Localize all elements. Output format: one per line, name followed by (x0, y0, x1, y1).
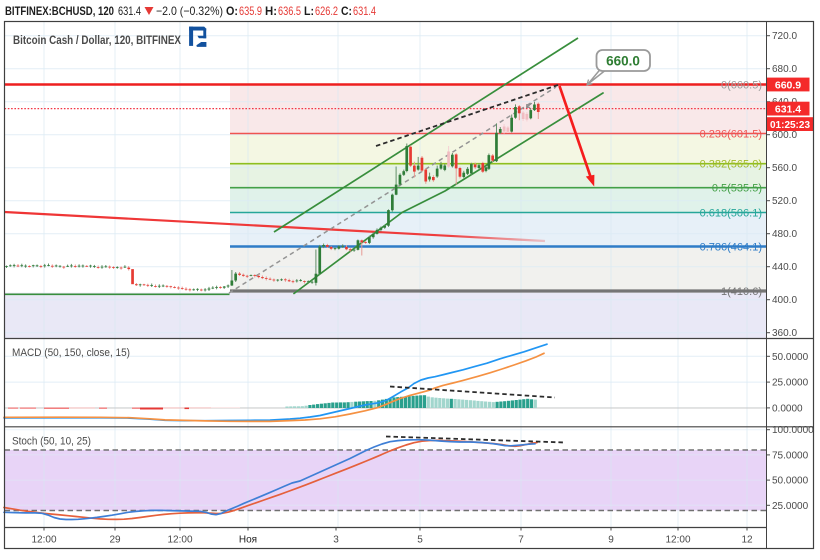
svg-text:0.236(601.5): 0.236(601.5) (700, 128, 762, 140)
svg-text:25.0000: 25.0000 (772, 378, 809, 389)
svg-text:BITFINEX:BCHUSD, 120: BITFINEX:BCHUSD, 120 (5, 4, 114, 18)
svg-text:Ноя: Ноя (239, 535, 257, 546)
svg-text:O:: O: (226, 4, 238, 18)
svg-text:−2.0 (−0.32%): −2.0 (−0.32%) (156, 4, 223, 18)
svg-text:0.0000: 0.0000 (772, 403, 803, 414)
svg-text:12:00: 12:00 (31, 535, 56, 546)
svg-text:50.0000: 50.0000 (772, 352, 809, 363)
svg-text:660.0: 660.0 (606, 54, 640, 69)
svg-text:635.9: 635.9 (239, 4, 262, 18)
svg-text:631.4: 631.4 (118, 4, 141, 18)
svg-text:720.0: 720.0 (772, 31, 797, 42)
svg-text:626.2: 626.2 (315, 4, 338, 18)
svg-text:600.0: 600.0 (772, 130, 797, 141)
svg-text:440.0: 440.0 (772, 262, 797, 273)
svg-text:560.0: 560.0 (772, 163, 797, 174)
svg-text:680.0: 680.0 (772, 64, 797, 75)
svg-text:0.786(464.1): 0.786(464.1) (700, 241, 762, 253)
svg-text:50.0000: 50.0000 (772, 476, 809, 487)
svg-text:MACD (50, 150, close, 15): MACD (50, 150, close, 15) (12, 347, 130, 359)
svg-text:5: 5 (417, 535, 423, 546)
svg-text:Bitcoin Cash / Dollar, 120, BI: Bitcoin Cash / Dollar, 120, BITFINEX (13, 35, 181, 47)
svg-text:9: 9 (608, 535, 614, 546)
svg-text:631.4: 631.4 (353, 4, 376, 18)
svg-text:1(410.6): 1(410.6) (721, 286, 762, 298)
svg-text:100.0000: 100.0000 (772, 425, 814, 436)
svg-text:631.4: 631.4 (775, 103, 801, 115)
svg-text:520.0: 520.0 (772, 196, 797, 207)
svg-text:636.5: 636.5 (278, 4, 301, 18)
svg-text:L:: L: (304, 4, 314, 18)
svg-text:12:00: 12:00 (665, 535, 690, 546)
svg-text:Stoch (50, 10, 25): Stoch (50, 10, 25) (12, 436, 91, 448)
svg-text:660.9: 660.9 (775, 79, 801, 91)
svg-text:75.0000: 75.0000 (772, 450, 809, 461)
svg-text:400.0: 400.0 (772, 295, 797, 306)
svg-text:01:25:23: 01:25:23 (770, 120, 810, 131)
svg-text:C:: C: (341, 4, 352, 18)
svg-text:480.0: 480.0 (772, 229, 797, 240)
svg-text:360.0: 360.0 (772, 328, 797, 339)
svg-text:25.0000: 25.0000 (772, 501, 809, 512)
svg-text:29: 29 (109, 535, 121, 546)
svg-text:12: 12 (741, 535, 753, 546)
svg-text:H:: H: (265, 4, 277, 18)
svg-text:0(660.5): 0(660.5) (721, 79, 762, 91)
svg-text:3: 3 (333, 535, 339, 546)
svg-text:7: 7 (518, 535, 524, 546)
svg-text:12:00: 12:00 (167, 535, 192, 546)
svg-text:0.5(535.5): 0.5(535.5) (712, 183, 762, 195)
svg-text:0.618(506.1): 0.618(506.1) (700, 207, 762, 219)
svg-text:0.382(565.0): 0.382(565.0) (700, 159, 762, 171)
